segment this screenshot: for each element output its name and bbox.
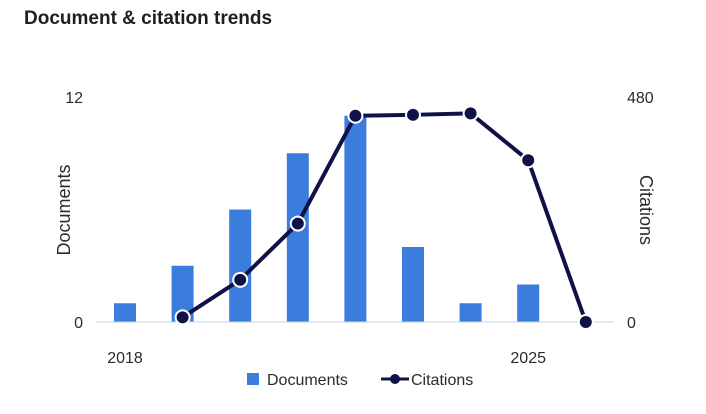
y-left-tick-max: 12 [65, 90, 83, 107]
x-tick-2018: 2018 [107, 350, 143, 367]
bar-documents-2025 [517, 284, 540, 322]
y-axis-left-title: Documents [54, 164, 74, 255]
y-right-tick-min: 0 [627, 315, 636, 332]
bar-documents-2018 [114, 303, 136, 322]
legend: Documents Citations [247, 372, 473, 389]
point-citations-2019 [174, 309, 191, 326]
citations-line [181, 111, 588, 323]
point-citations-2023 [405, 106, 421, 123]
bar-documents-2019 [171, 265, 194, 322]
bars-layer [114, 115, 540, 322]
citations-line-layer [174, 105, 594, 330]
x-tick-2025: 2025 [510, 350, 546, 367]
legend-documents-swatch [247, 373, 259, 385]
bar-documents-2021 [286, 153, 309, 322]
point-citations-2021 [289, 215, 306, 232]
legend-citations-label: Citations [411, 372, 473, 389]
y-left-tick-min: 0 [74, 315, 83, 332]
bar-documents-2022 [344, 115, 367, 322]
point-citations-2024 [462, 105, 479, 122]
legend-citations-marker [390, 374, 400, 384]
legend-documents-label: Documents [267, 372, 348, 389]
chart-title: Document & citation trends [24, 8, 273, 29]
point-citations-2026 [577, 314, 594, 330]
point-citations-2025 [520, 152, 537, 169]
y-right-tick-max: 480 [627, 90, 654, 107]
point-citations-2020 [232, 271, 249, 288]
bar-documents-2020 [229, 209, 252, 322]
bar-documents-2024 [459, 303, 482, 322]
y-axis-right-title: Citations [636, 175, 656, 245]
ticks-layer: 12 0 480 0 2018 2025 [65, 90, 654, 367]
point-citations-2022 [347, 107, 364, 124]
bar-documents-2023 [402, 247, 424, 322]
